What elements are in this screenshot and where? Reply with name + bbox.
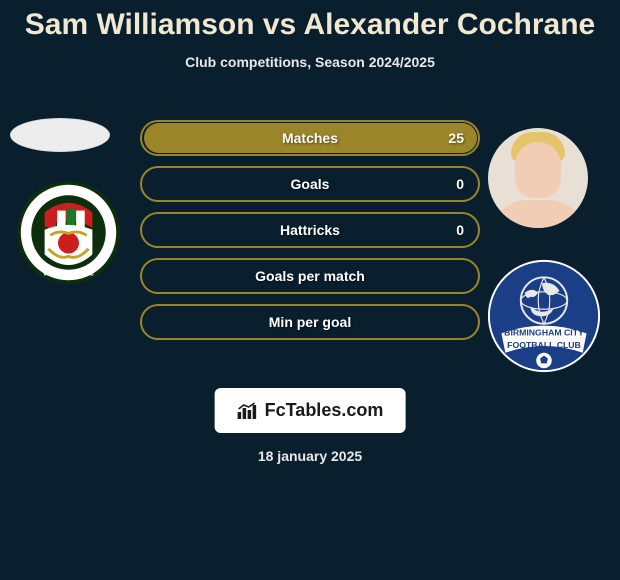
player-head (515, 142, 561, 198)
page-title: Sam Williamson vs Alexander Cochrane (0, 0, 620, 42)
player-shoulders (491, 200, 585, 228)
stat-value-right: 25 (448, 130, 464, 146)
stat-label: Matches (282, 130, 338, 146)
badge-text-top: BIRMINGHAM CITY (504, 327, 584, 337)
club-badge-right: BIRMINGHAM CITY FOOTBALL CLUB (486, 258, 602, 374)
stat-row-goals: Goals 0 (140, 166, 480, 202)
player-photo-left (10, 118, 110, 152)
page-subtitle: Club competitions, Season 2024/2025 (0, 54, 620, 70)
svg-text:WREXHAM AFC: WREXHAM AFC (43, 270, 94, 277)
branding-text: FcTables.com (265, 400, 384, 421)
stat-row-goals-per-match: Goals per match (140, 258, 480, 294)
stat-row-min-per-goal: Min per goal (140, 304, 480, 340)
branding-badge: FcTables.com (215, 388, 406, 433)
generation-date: 18 january 2025 (0, 448, 620, 464)
stat-label: Goals per match (255, 268, 365, 284)
club-badge-left: WREXHAM AFC (16, 180, 121, 285)
badge-text-bottom: FOOTBALL CLUB (507, 340, 581, 350)
stat-row-hattricks: Hattricks 0 (140, 212, 480, 248)
stat-label: Hattricks (280, 222, 340, 238)
stat-label: Min per goal (269, 314, 351, 330)
chart-icon (237, 402, 259, 420)
stat-value-right: 0 (456, 176, 464, 192)
stat-row-matches: Matches 25 (140, 120, 480, 156)
stat-label: Goals (291, 176, 330, 192)
stat-value-right: 0 (456, 222, 464, 238)
player-photo-right (488, 128, 588, 228)
stat-list: Matches 25 Goals 0 Hattricks 0 Goals per… (140, 120, 480, 350)
